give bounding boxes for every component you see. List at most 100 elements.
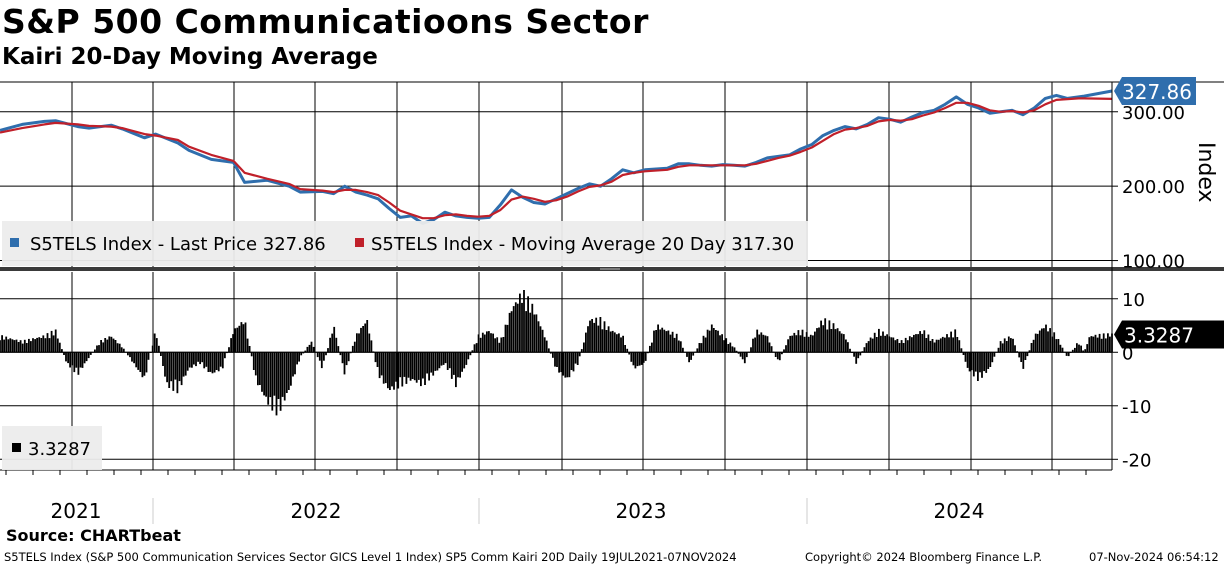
kairi-bar [830, 329, 833, 353]
kairi-bar [116, 343, 119, 353]
kairi-bar [442, 352, 445, 365]
kairi-bar [40, 338, 43, 353]
kairi-bar [826, 329, 829, 353]
kairi-bar [923, 330, 926, 353]
kairi-bar [754, 337, 756, 353]
kairi-bar [211, 352, 214, 374]
kairi-bar [263, 352, 265, 396]
kairi-bar [327, 348, 329, 353]
kairi-bar [715, 330, 717, 353]
kairi-bar [409, 352, 412, 381]
kairi-bar [11, 339, 14, 353]
kairi-bar [302, 352, 305, 354]
kairi-bar [28, 338, 30, 353]
kairi-bar [671, 331, 674, 353]
kairi-bar [543, 337, 546, 353]
kairi-bar [1076, 343, 1078, 353]
kairi-bar [797, 330, 800, 353]
kairi-bar [991, 352, 994, 363]
kairi-bar [428, 352, 430, 381]
kairi-bar [455, 352, 457, 388]
kairi-bar [203, 352, 206, 369]
kairi-bar [636, 352, 639, 367]
kairi-bar [758, 334, 761, 353]
kairi-bar [884, 335, 886, 353]
kairi-bar [238, 325, 241, 353]
kairi-bar [391, 352, 393, 387]
kairi-bar [389, 352, 391, 390]
kairi-bar [1067, 352, 1070, 357]
kairi-bar [882, 331, 884, 353]
kairi-bar [729, 342, 732, 353]
kairi-bar [896, 339, 899, 353]
kairi-bar [556, 352, 558, 367]
kairi-bar [717, 330, 719, 353]
kairi-bar [770, 346, 773, 353]
kairi-bar [58, 342, 61, 353]
kairi-bar [607, 326, 610, 353]
kairi-bar [250, 352, 253, 357]
kairi-bar [781, 352, 783, 355]
kairi-bar [102, 342, 105, 353]
kairi-bar [653, 330, 655, 353]
kairi-bar [205, 352, 208, 367]
kairi-bar [287, 352, 290, 390]
kairi-bar [294, 352, 296, 375]
kairi-bar [560, 352, 563, 373]
ytick-label-bottom: -10 [1122, 397, 1151, 418]
kairi-bar [597, 325, 600, 353]
kairi-bar [869, 337, 872, 353]
kairi-bar [362, 326, 364, 353]
kairi-bar [23, 339, 26, 353]
kairi-bar [1088, 337, 1091, 353]
kairi-bar [65, 352, 67, 362]
kairi-bar [1032, 339, 1035, 353]
kairi-bar [1003, 338, 1006, 353]
kairi-bar [516, 303, 519, 353]
kairi-bar [1086, 344, 1089, 353]
kairi-bar [32, 338, 34, 353]
kairi-bar [669, 334, 672, 353]
price-series-group [0, 89, 1113, 225]
kairi-bar [741, 352, 744, 360]
kairi-bar [601, 329, 604, 353]
kairi-bar [382, 352, 385, 384]
kairi-bar [182, 352, 185, 377]
kairi-bar [568, 352, 571, 378]
kairi-bar [356, 333, 358, 353]
kairi-bar [873, 332, 876, 353]
kairi-bar [776, 352, 779, 360]
kairi-bar [999, 341, 1002, 353]
kairi-bar [968, 352, 971, 372]
kairi-bar [981, 352, 983, 378]
kairi-bar [129, 352, 131, 358]
kairi-bar [89, 352, 92, 355]
kairi-bar [904, 337, 907, 353]
panel-divider-grip [600, 268, 620, 270]
kairi-bar [935, 339, 938, 353]
kairi-bar [471, 350, 474, 353]
kairi-bar [246, 338, 249, 353]
kairi-bar [506, 324, 509, 353]
kairi-bar [690, 352, 692, 360]
kairi-bar [360, 327, 362, 353]
kairi-bar [368, 333, 371, 353]
kairi-bar [147, 352, 150, 360]
kairi-bar [42, 335, 45, 353]
top-legend-box [2, 221, 808, 266]
kairi-bar [1107, 333, 1109, 353]
ytick-label-top: 300.00 [1122, 103, 1185, 124]
kairi-bar [702, 335, 705, 353]
kairi-bar [310, 341, 313, 353]
kairi-bar [1071, 349, 1074, 353]
kairi-bar [508, 312, 511, 353]
kairi-bar [651, 342, 653, 353]
kairi-bar [137, 352, 140, 370]
kairi-bar [814, 331, 816, 353]
kairi-bar [1028, 350, 1031, 353]
kairi-bar [789, 335, 792, 353]
kairi-bar [863, 347, 866, 353]
kairi-bar [649, 345, 651, 353]
kairi-bar [234, 328, 237, 353]
kairi-bar [34, 339, 36, 353]
